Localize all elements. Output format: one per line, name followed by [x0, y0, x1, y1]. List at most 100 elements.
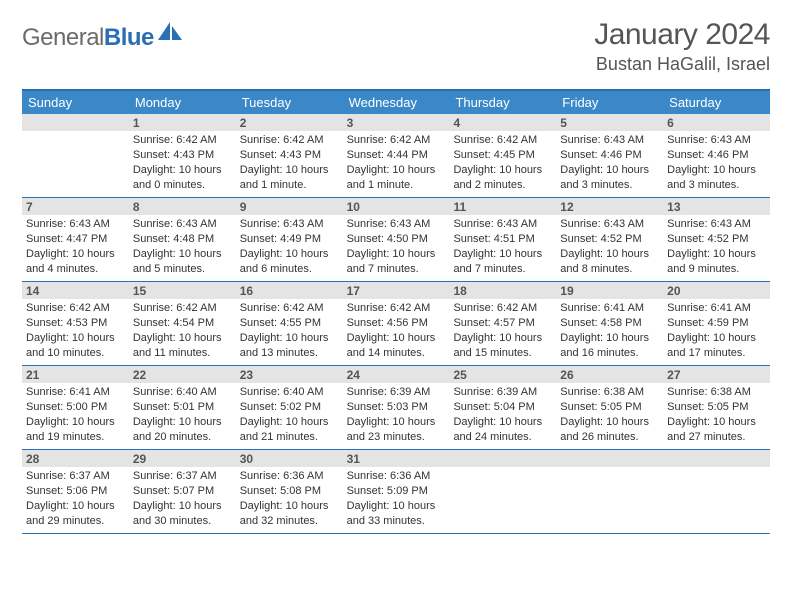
sunrise-text: Sunrise: 6:41 AM: [560, 301, 659, 316]
weekday-header: Sunday: [22, 91, 129, 114]
sunrise-text: Sunrise: 6:43 AM: [133, 217, 232, 232]
day-number: 18: [449, 282, 556, 299]
logo-text-gray: General: [22, 24, 104, 51]
sunset-text: Sunset: 4:59 PM: [667, 316, 766, 331]
day-number: [449, 450, 556, 467]
location: Bustan HaGalil, Israel: [594, 54, 770, 75]
day-content: Sunrise: 6:38 AMSunset: 5:05 PMDaylight:…: [663, 383, 770, 448]
week-row: 28Sunrise: 6:37 AMSunset: 5:06 PMDayligh…: [22, 450, 770, 534]
day-content: Sunrise: 6:42 AMSunset: 4:45 PMDaylight:…: [449, 131, 556, 196]
logo-text-blue: Blue: [104, 24, 154, 51]
daylight-text: Daylight: 10 hours and 17 minutes.: [667, 331, 766, 361]
sunrise-text: Sunrise: 6:42 AM: [133, 133, 232, 148]
sunrise-text: Sunrise: 6:43 AM: [347, 217, 446, 232]
weekday-header: Tuesday: [236, 91, 343, 114]
sunrise-text: Sunrise: 6:40 AM: [133, 385, 232, 400]
sunset-text: Sunset: 5:03 PM: [347, 400, 446, 415]
daylight-text: Daylight: 10 hours and 1 minute.: [240, 163, 339, 193]
day-cell: 25Sunrise: 6:39 AMSunset: 5:04 PMDayligh…: [449, 366, 556, 449]
daylight-text: Daylight: 10 hours and 21 minutes.: [240, 415, 339, 445]
day-content: Sunrise: 6:42 AMSunset: 4:43 PMDaylight:…: [236, 131, 343, 196]
sunrise-text: Sunrise: 6:42 AM: [453, 133, 552, 148]
day-content: Sunrise: 6:42 AMSunset: 4:43 PMDaylight:…: [129, 131, 236, 196]
day-cell: 16Sunrise: 6:42 AMSunset: 4:55 PMDayligh…: [236, 282, 343, 365]
day-number: [556, 450, 663, 467]
daylight-text: Daylight: 10 hours and 33 minutes.: [347, 499, 446, 529]
day-number: 26: [556, 366, 663, 383]
day-number: 9: [236, 198, 343, 215]
daylight-text: Daylight: 10 hours and 1 minute.: [347, 163, 446, 193]
sunrise-text: Sunrise: 6:42 AM: [133, 301, 232, 316]
day-content: Sunrise: 6:37 AMSunset: 5:06 PMDaylight:…: [22, 467, 129, 532]
day-cell: 15Sunrise: 6:42 AMSunset: 4:54 PMDayligh…: [129, 282, 236, 365]
day-content: Sunrise: 6:42 AMSunset: 4:53 PMDaylight:…: [22, 299, 129, 364]
sunset-text: Sunset: 5:07 PM: [133, 484, 232, 499]
day-cell: [556, 450, 663, 533]
sunset-text: Sunset: 4:49 PM: [240, 232, 339, 247]
day-number: 22: [129, 366, 236, 383]
daylight-text: Daylight: 10 hours and 6 minutes.: [240, 247, 339, 277]
day-cell: 17Sunrise: 6:42 AMSunset: 4:56 PMDayligh…: [343, 282, 450, 365]
logo: GeneralBlue: [22, 18, 184, 52]
day-cell: 4Sunrise: 6:42 AMSunset: 4:45 PMDaylight…: [449, 114, 556, 197]
day-cell: 30Sunrise: 6:36 AMSunset: 5:08 PMDayligh…: [236, 450, 343, 533]
daylight-text: Daylight: 10 hours and 7 minutes.: [453, 247, 552, 277]
day-cell: 21Sunrise: 6:41 AMSunset: 5:00 PMDayligh…: [22, 366, 129, 449]
day-number: 3: [343, 114, 450, 131]
day-content: Sunrise: 6:42 AMSunset: 4:55 PMDaylight:…: [236, 299, 343, 364]
daylight-text: Daylight: 10 hours and 10 minutes.: [26, 331, 125, 361]
day-number: 4: [449, 114, 556, 131]
day-content: [556, 467, 663, 473]
day-cell: 2Sunrise: 6:42 AMSunset: 4:43 PMDaylight…: [236, 114, 343, 197]
day-content: [663, 467, 770, 473]
day-content: Sunrise: 6:38 AMSunset: 5:05 PMDaylight:…: [556, 383, 663, 448]
day-number: 2: [236, 114, 343, 131]
day-number: [663, 450, 770, 467]
daylight-text: Daylight: 10 hours and 8 minutes.: [560, 247, 659, 277]
day-content: [22, 131, 129, 137]
weekday-header-row: SundayMondayTuesdayWednesdayThursdayFrid…: [22, 91, 770, 114]
weeks-container: 1Sunrise: 6:42 AMSunset: 4:43 PMDaylight…: [22, 114, 770, 534]
day-cell: 26Sunrise: 6:38 AMSunset: 5:05 PMDayligh…: [556, 366, 663, 449]
daylight-text: Daylight: 10 hours and 14 minutes.: [347, 331, 446, 361]
sunset-text: Sunset: 4:55 PM: [240, 316, 339, 331]
day-cell: [22, 114, 129, 197]
day-cell: 3Sunrise: 6:42 AMSunset: 4:44 PMDaylight…: [343, 114, 450, 197]
day-content: Sunrise: 6:39 AMSunset: 5:04 PMDaylight:…: [449, 383, 556, 448]
daylight-text: Daylight: 10 hours and 7 minutes.: [347, 247, 446, 277]
day-number: 16: [236, 282, 343, 299]
day-number: 12: [556, 198, 663, 215]
weekday-header: Monday: [129, 91, 236, 114]
daylight-text: Daylight: 10 hours and 9 minutes.: [667, 247, 766, 277]
sunset-text: Sunset: 4:54 PM: [133, 316, 232, 331]
day-cell: 23Sunrise: 6:40 AMSunset: 5:02 PMDayligh…: [236, 366, 343, 449]
day-number: 20: [663, 282, 770, 299]
day-cell: [663, 450, 770, 533]
daylight-text: Daylight: 10 hours and 16 minutes.: [560, 331, 659, 361]
sunset-text: Sunset: 5:06 PM: [26, 484, 125, 499]
daylight-text: Daylight: 10 hours and 24 minutes.: [453, 415, 552, 445]
sunrise-text: Sunrise: 6:42 AM: [26, 301, 125, 316]
day-cell: 13Sunrise: 6:43 AMSunset: 4:52 PMDayligh…: [663, 198, 770, 281]
daylight-text: Daylight: 10 hours and 13 minutes.: [240, 331, 339, 361]
sunrise-text: Sunrise: 6:37 AM: [133, 469, 232, 484]
sunset-text: Sunset: 4:45 PM: [453, 148, 552, 163]
daylight-text: Daylight: 10 hours and 26 minutes.: [560, 415, 659, 445]
day-content: Sunrise: 6:43 AMSunset: 4:46 PMDaylight:…: [663, 131, 770, 196]
sunset-text: Sunset: 4:56 PM: [347, 316, 446, 331]
sunset-text: Sunset: 5:01 PM: [133, 400, 232, 415]
day-number: 27: [663, 366, 770, 383]
sunrise-text: Sunrise: 6:39 AM: [347, 385, 446, 400]
day-content: Sunrise: 6:42 AMSunset: 4:44 PMDaylight:…: [343, 131, 450, 196]
day-number: 13: [663, 198, 770, 215]
sunrise-text: Sunrise: 6:38 AM: [560, 385, 659, 400]
day-number: 17: [343, 282, 450, 299]
sunrise-text: Sunrise: 6:43 AM: [453, 217, 552, 232]
daylight-text: Daylight: 10 hours and 27 minutes.: [667, 415, 766, 445]
sunrise-text: Sunrise: 6:43 AM: [26, 217, 125, 232]
daylight-text: Daylight: 10 hours and 19 minutes.: [26, 415, 125, 445]
day-content: Sunrise: 6:43 AMSunset: 4:48 PMDaylight:…: [129, 215, 236, 280]
weekday-header: Wednesday: [343, 91, 450, 114]
weekday-header: Saturday: [663, 91, 770, 114]
day-content: Sunrise: 6:43 AMSunset: 4:52 PMDaylight:…: [556, 215, 663, 280]
